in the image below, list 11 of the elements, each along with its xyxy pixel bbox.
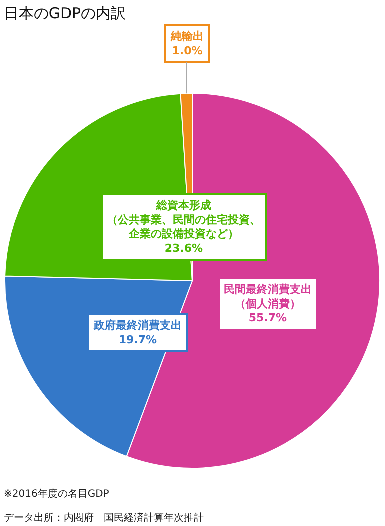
text: ※2016年度の名目GDP xyxy=(4,488,110,500)
data-label: 1.0% xyxy=(172,44,203,58)
slice-label: 純輸出 xyxy=(170,30,204,43)
data-label: 23.6% xyxy=(164,242,204,255)
data-label: 19.7% xyxy=(118,333,158,346)
chart-title: 日本のGDPの内訳 xyxy=(4,4,126,22)
data-label: 55.7% xyxy=(248,312,288,325)
slice-label: 総資本形成（公共事業、民間の住宅投資、企業の設備投資など） xyxy=(107,199,261,241)
text: データ出所：内閣府 国民経済計算年次推計 xyxy=(4,512,204,524)
slice-label: 民間最終消費支出（個人消費） xyxy=(224,283,312,310)
slice-label: 政府最終消費支出 xyxy=(93,319,182,332)
